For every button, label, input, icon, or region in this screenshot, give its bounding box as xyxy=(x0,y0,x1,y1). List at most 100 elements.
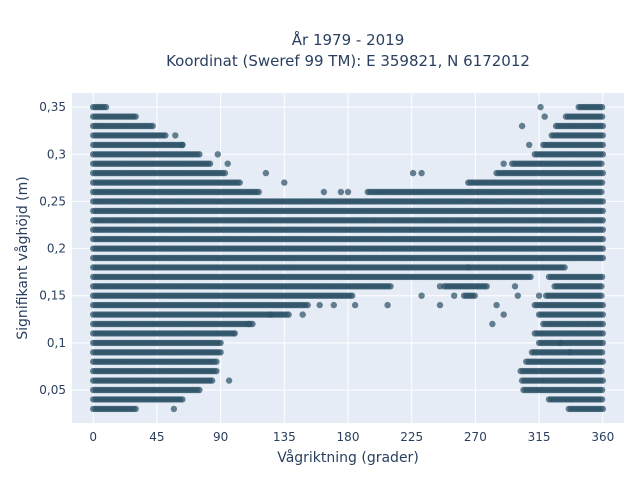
data-point xyxy=(451,292,458,299)
data-point xyxy=(599,198,606,205)
data-point xyxy=(599,358,606,365)
data-point xyxy=(179,141,186,149)
data-point xyxy=(436,301,444,309)
data-point xyxy=(598,179,606,186)
data-point xyxy=(225,377,233,384)
data-point xyxy=(598,113,606,120)
data-point xyxy=(599,405,606,413)
y-tick-label: 0,05 xyxy=(39,383,66,397)
data-point xyxy=(255,188,262,196)
data-point xyxy=(493,301,500,309)
data-point xyxy=(567,349,574,356)
data-point xyxy=(418,169,425,177)
data-point xyxy=(330,301,337,309)
data-point xyxy=(217,339,224,347)
data-point xyxy=(281,179,288,186)
data-point xyxy=(132,405,139,413)
data-point xyxy=(214,151,221,158)
data-point xyxy=(599,254,606,262)
x-tick-label: 0 xyxy=(89,430,97,444)
data-point xyxy=(387,283,394,290)
data-point xyxy=(304,301,311,309)
data-point xyxy=(557,339,564,347)
data-point xyxy=(349,292,356,299)
data-point xyxy=(299,311,306,318)
data-point xyxy=(599,122,606,130)
data-point xyxy=(527,273,534,281)
data-point xyxy=(102,103,110,111)
data-point xyxy=(500,311,507,318)
x-tick-label: 45 xyxy=(149,430,164,444)
data-point xyxy=(149,122,156,130)
data-point xyxy=(598,283,605,290)
data-point xyxy=(206,160,214,167)
y-tick-label: 0,15 xyxy=(39,289,66,303)
data-point xyxy=(236,179,243,186)
data-point xyxy=(598,386,606,394)
x-tick-label: 180 xyxy=(337,430,360,444)
data-point xyxy=(351,301,359,309)
y-tick-label: 0,35 xyxy=(39,100,66,114)
data-point xyxy=(320,188,328,196)
data-point xyxy=(344,188,352,196)
data-point xyxy=(465,264,472,271)
data-point xyxy=(599,339,606,347)
data-point xyxy=(285,311,292,318)
data-point xyxy=(599,311,606,318)
data-point xyxy=(221,169,229,177)
data-point xyxy=(384,301,391,309)
data-point xyxy=(162,132,169,139)
data-point xyxy=(337,188,345,196)
data-point xyxy=(172,132,179,139)
data-point xyxy=(541,113,548,120)
data-point xyxy=(598,188,605,196)
data-point xyxy=(599,301,606,309)
data-point xyxy=(599,377,606,384)
data-point xyxy=(409,169,417,177)
x-axis-label: Vågriktning (grader) xyxy=(277,449,419,466)
data-point xyxy=(483,283,490,290)
data-point xyxy=(518,122,526,130)
data-point xyxy=(599,226,606,233)
data-point xyxy=(561,264,568,271)
data-point xyxy=(526,141,533,149)
data-point xyxy=(196,386,203,394)
data-point xyxy=(471,292,478,299)
data-point xyxy=(262,169,270,177)
data-point xyxy=(599,330,606,337)
data-point xyxy=(217,349,224,356)
data-point xyxy=(436,283,444,290)
y-tick-label: 0,2 xyxy=(47,242,66,256)
data-point xyxy=(599,235,606,243)
data-point xyxy=(514,292,521,299)
data-point xyxy=(196,151,203,158)
data-point xyxy=(535,292,543,299)
data-point xyxy=(231,330,238,337)
data-point xyxy=(599,169,606,177)
data-point xyxy=(267,311,274,318)
data-point xyxy=(208,377,216,384)
data-point xyxy=(599,132,606,139)
data-point xyxy=(599,151,606,158)
data-point xyxy=(418,292,425,299)
data-point xyxy=(500,160,507,167)
data-point xyxy=(599,217,606,224)
data-point xyxy=(598,396,606,403)
x-tick-label: 135 xyxy=(273,430,296,444)
data-point xyxy=(598,367,605,375)
y-tick-label: 0,3 xyxy=(47,147,66,161)
data-point xyxy=(598,273,606,281)
data-point xyxy=(179,396,186,403)
y-axis-label: Signifikant våghöjd (m) xyxy=(14,176,31,339)
chart-title-line-1: År 1979 - 2019 xyxy=(292,30,405,49)
data-point xyxy=(537,103,544,111)
data-point xyxy=(245,320,253,328)
data-point xyxy=(599,207,606,215)
x-tick-label: 270 xyxy=(464,430,487,444)
y-tick-label: 0,1 xyxy=(47,336,66,350)
data-point xyxy=(170,405,178,413)
data-point xyxy=(598,160,605,167)
data-point xyxy=(224,160,231,167)
